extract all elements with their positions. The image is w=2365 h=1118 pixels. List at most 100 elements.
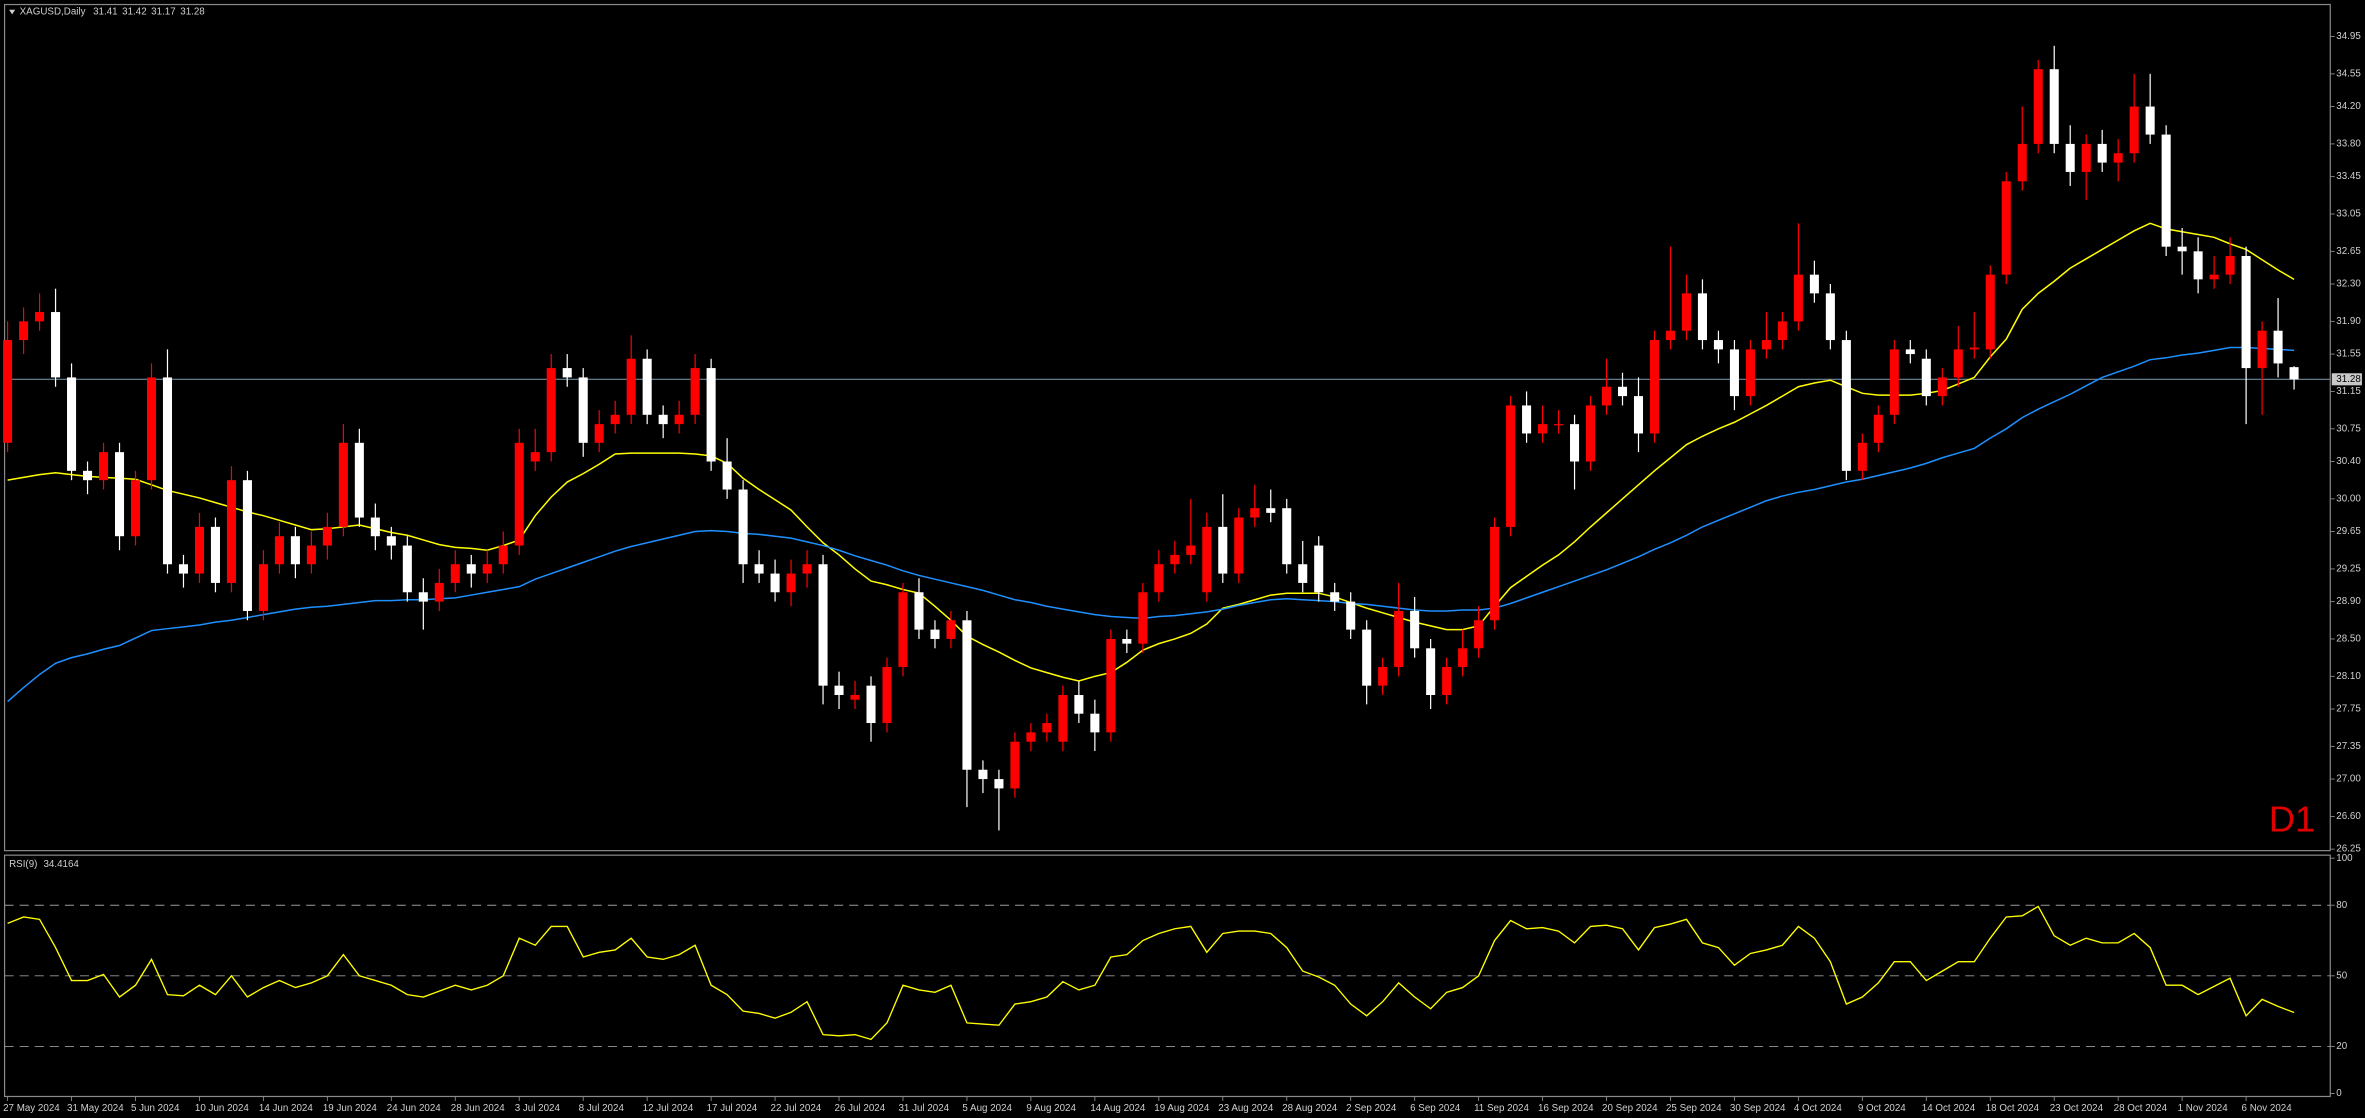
candle-body — [19, 321, 29, 341]
candle-body — [1202, 526, 1212, 593]
candle-body — [1538, 424, 1548, 434]
candle-body — [1745, 349, 1755, 397]
candle-body — [1825, 293, 1835, 341]
candle-body — [1042, 723, 1052, 733]
candle-body — [994, 779, 1004, 789]
y-tick-label: 28.10 — [2336, 671, 2361, 682]
candle-body — [1442, 666, 1452, 696]
candle-body — [1266, 508, 1276, 513]
candle-body — [978, 769, 988, 780]
candle-body — [370, 517, 380, 537]
candle-body — [690, 368, 700, 415]
indicator-value: 34.4164 — [43, 859, 79, 870]
candle-body — [2001, 181, 2011, 275]
candle-body — [1937, 377, 1947, 397]
candle-body — [1586, 405, 1596, 462]
candle-body — [1346, 601, 1356, 630]
candle-body — [83, 470, 93, 481]
candle-body — [850, 695, 860, 700]
y-tick-label: 26.60 — [2336, 811, 2361, 822]
candle-body — [1665, 330, 1676, 341]
candle-body — [642, 358, 652, 415]
x-tick-label: 12 Jul 2024 — [643, 1103, 694, 1114]
x-tick-label: 23 Aug 2024 — [1218, 1103, 1274, 1114]
candle-body — [434, 582, 444, 602]
candle-body — [1122, 638, 1132, 644]
candle-body — [2049, 69, 2059, 144]
y-tick-label: 27.75 — [2336, 704, 2361, 715]
candle-body — [2017, 143, 2027, 182]
candle-body — [1681, 293, 1691, 331]
rsi-line — [7, 905, 2295, 1041]
header-value: 31.17 — [151, 7, 176, 18]
candle-body — [2241, 256, 2251, 369]
candle-body — [1314, 545, 1324, 593]
candle-body — [35, 312, 45, 322]
candle-body — [466, 564, 476, 574]
chart-title: XAGUSD,Daily — [20, 7, 86, 18]
candle-body — [754, 564, 764, 574]
y-tick-label: 27.00 — [2336, 774, 2361, 785]
candle-body — [738, 489, 748, 565]
x-tick-label: 6 Sep 2024 — [1410, 1103, 1461, 1114]
candle-body — [1601, 386, 1612, 406]
moving-average-line — [7, 346, 2295, 703]
moving-average-line — [7, 222, 2295, 682]
candle-body — [242, 480, 252, 611]
menu-arrow[interactable] — [9, 9, 16, 15]
candle-body — [226, 480, 236, 583]
candle-body — [1426, 648, 1436, 696]
candle-body — [1809, 274, 1819, 294]
current-price-box — [2331, 373, 2362, 386]
candle-body — [1026, 732, 1036, 742]
candle-body — [1841, 340, 1851, 471]
x-tick-label: 22 Jul 2024 — [771, 1103, 822, 1114]
x-tick-label: 11 Sep 2024 — [1474, 1103, 1529, 1114]
candle-body — [802, 564, 812, 574]
candle-body — [2225, 256, 2235, 275]
candle-body — [1186, 545, 1196, 555]
candle-body — [2081, 143, 2091, 172]
candle-body — [2177, 246, 2187, 252]
x-tick-label: 31 Jul 2024 — [898, 1103, 949, 1114]
candle-body — [338, 442, 348, 527]
candle-body — [818, 564, 828, 686]
x-tick-label: 18 Oct 2024 — [1986, 1103, 2040, 1114]
candle-body — [1873, 414, 1883, 443]
candle-body — [594, 424, 604, 443]
candle-body — [1010, 741, 1020, 789]
x-tick-label: 26 Jul 2024 — [835, 1103, 886, 1114]
y-tick-label: 30.40 — [2336, 456, 2361, 467]
candle-body — [1154, 564, 1164, 593]
candle-body — [1058, 695, 1068, 742]
candle-body — [1617, 386, 1628, 397]
candle-body — [1250, 508, 1260, 518]
y-tick-label: 34.55 — [2336, 68, 2361, 79]
x-tick-label: 28 Oct 2024 — [2114, 1103, 2168, 1114]
candle-body — [402, 545, 412, 593]
candle-body — [274, 536, 284, 565]
y-tick-label: 34.20 — [2336, 101, 2361, 112]
candle-body — [546, 368, 556, 453]
candle-body — [210, 526, 220, 583]
y-tick-label: 34.95 — [2336, 31, 2361, 42]
candle-body — [2209, 274, 2219, 280]
candle-body — [1777, 321, 1787, 341]
y-tick-label: 32.65 — [2336, 246, 2361, 257]
x-tick-label: 19 Jun 2024 — [323, 1103, 377, 1114]
candle-body — [130, 480, 141, 537]
candle-body — [2145, 106, 2155, 135]
rsi-y-tick-label: 80 — [2336, 900, 2347, 911]
y-tick-label: 26.25 — [2336, 844, 2361, 855]
x-tick-label: 5 Aug 2024 — [962, 1103, 1012, 1114]
candle-body — [1522, 405, 1532, 434]
current-price-label: 31.28 — [2336, 374, 2361, 385]
candle-body — [706, 368, 716, 462]
candle-body — [1074, 695, 1084, 714]
candle-body — [1953, 349, 1963, 378]
candle-body — [530, 452, 540, 462]
y-tick-label: 27.35 — [2336, 741, 2361, 752]
candle-body — [2289, 367, 2299, 380]
timeframe-label: D1 — [2269, 799, 2315, 840]
candle-body — [914, 592, 924, 630]
